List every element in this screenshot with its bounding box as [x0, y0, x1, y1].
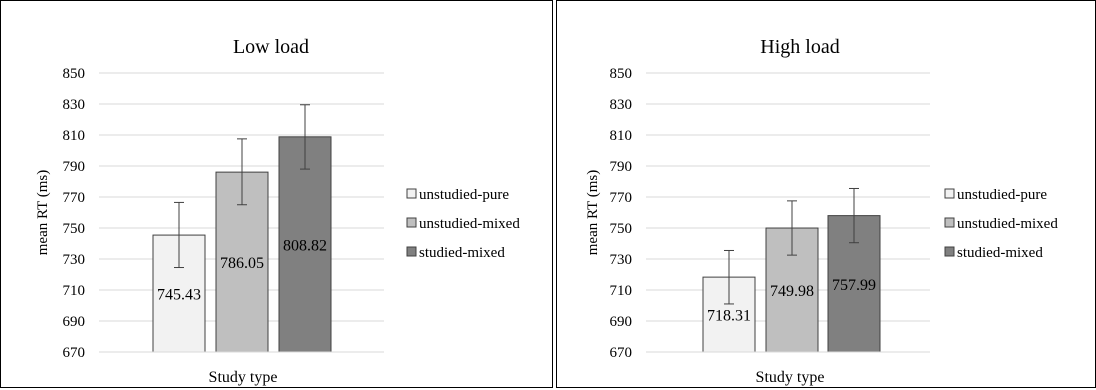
y-tick-label: 830	[610, 97, 633, 113]
chart-high-load: High load 670 690 710 730 750 770 790 810 830 850 m…	[585, 36, 1058, 386]
legend-swatch	[944, 188, 955, 199]
data-label: 749.98	[770, 283, 814, 300]
y-axis-label: mean RT (ms)	[35, 170, 51, 255]
y-tick-label: 670	[63, 345, 86, 361]
y-tick-label: 850	[610, 66, 633, 82]
data-label: 808.82	[283, 237, 327, 254]
y-tick-label: 730	[610, 252, 633, 268]
legend-swatch	[944, 217, 955, 228]
y-tick-label: 750	[610, 221, 633, 237]
y-tick-label: 770	[610, 190, 633, 206]
y-tick-label: 810	[63, 128, 86, 144]
y-tick-label: 830	[63, 97, 86, 113]
legend-label: studied-mixed	[419, 245, 505, 261]
chart-low-load: Low load 670 690 710 730 750 770 790 810 830 850 me…	[35, 36, 520, 386]
legend-label: unstudied-pure	[419, 187, 509, 203]
legend-swatch	[406, 188, 417, 199]
legend-swatch	[406, 217, 417, 228]
legend-label: unstudied-mixed	[419, 216, 520, 232]
y-tick-label: 670	[610, 345, 633, 361]
x-axis-label: Study type	[756, 369, 825, 386]
data-label: 757.99	[832, 277, 876, 294]
y-tick-label: 790	[63, 159, 86, 175]
data-label: 786.05	[220, 255, 264, 272]
legend-label: studied-mixed	[957, 245, 1043, 261]
legend-swatch	[944, 246, 955, 257]
y-tick-label: 710	[610, 283, 633, 299]
y-tick-label: 710	[63, 283, 86, 299]
chart-panel-low-load: Low load 670 690 710 730 750 770 790 810 830 850 me…	[0, 0, 553, 388]
data-label: 745.43	[157, 287, 201, 304]
data-label: 718.31	[707, 308, 751, 325]
x-axis-label: Study type	[209, 369, 278, 386]
chart-title: High load	[760, 36, 839, 58]
y-tick-label: 850	[63, 66, 86, 82]
chart-panel-high-load: High load 670 690 710 730 750 770 790 810 830 850 m…	[556, 0, 1096, 388]
chart-title: Low load	[233, 36, 309, 58]
y-tick-label: 790	[610, 159, 633, 175]
y-tick-label: 810	[610, 128, 633, 144]
y-tick-label: 690	[610, 314, 633, 330]
y-tick-label: 750	[63, 221, 86, 237]
legend-swatch	[406, 246, 417, 257]
y-tick-label: 770	[63, 190, 86, 206]
legend-label: unstudied-pure	[957, 187, 1047, 203]
y-tick-label: 690	[63, 314, 86, 330]
y-tick-label: 730	[63, 252, 86, 268]
y-axis-label: mean RT (ms)	[585, 170, 601, 255]
legend-label: unstudied-mixed	[957, 216, 1058, 232]
